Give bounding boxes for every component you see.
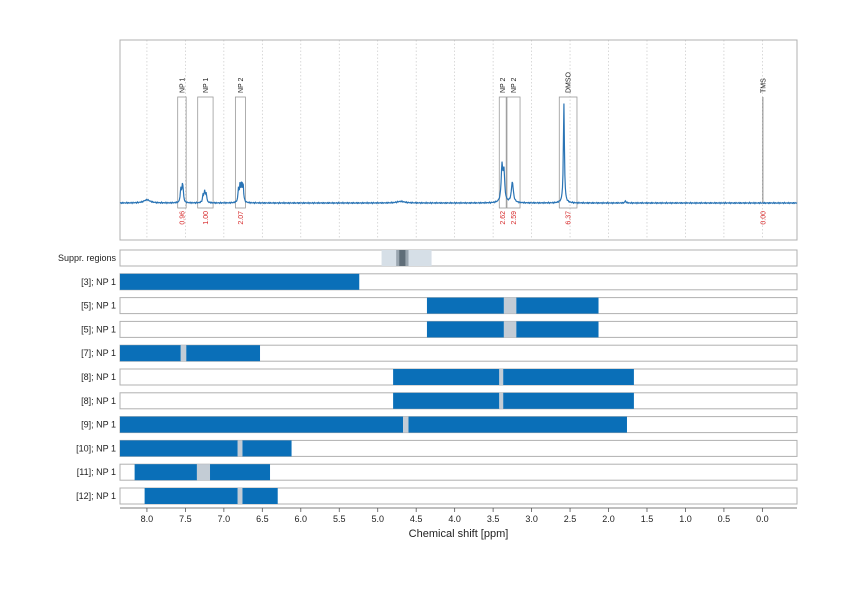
- x-tick-label: 6.0: [295, 514, 308, 524]
- interval-bar: [503, 369, 634, 385]
- interval-row-label: [5]; NP 1: [81, 301, 116, 311]
- grid-layer: [146, 40, 763, 240]
- peak-group-label: DMSO: [566, 71, 573, 93]
- peak-group-box: [177, 96, 187, 209]
- interval-bar: [426, 321, 504, 338]
- x-tick-label: 3.0: [525, 514, 538, 524]
- x-tick-label: 0.0: [756, 514, 769, 524]
- peak-group-label: NP 2: [511, 77, 518, 93]
- x-axis-title: Chemical shift [ppm]: [409, 528, 509, 540]
- peak-group-box: [558, 96, 578, 209]
- interval-row-label: [8]; NP 1: [81, 396, 116, 406]
- interval-gap: [403, 416, 409, 433]
- x-axis: 8.0 7.5 7.0 6.5 6.0 5.5 5.0 4.5 4.0 3.5 3.0 2.5 2.0 1…: [120, 507, 797, 540]
- peak-group-box: [234, 96, 246, 209]
- peak-group-label: TMS: [760, 78, 767, 93]
- interval-bar: [186, 345, 261, 362]
- interval-rows-layer: Suppr. regions [3]; NP 1 [5]; NP 1 [5]; NP …: [58, 249, 798, 505]
- x-tick-label: 1.5: [641, 514, 654, 524]
- interval-bar: [426, 297, 504, 314]
- x-tick-label: 0.5: [718, 514, 731, 524]
- spectrum-layer: [119, 103, 798, 205]
- interval-gap: [499, 369, 504, 385]
- peak-group-label: NP 1: [179, 77, 186, 93]
- integral-label: 2.62: [500, 211, 507, 225]
- integral-label: 1.00: [203, 211, 210, 225]
- interval-gap: [180, 345, 187, 362]
- x-tick-label: 2.0: [602, 514, 615, 524]
- peak-group-box: [197, 96, 214, 209]
- interval-bar: [144, 488, 238, 504]
- interval-row-label: [5]; NP 1: [81, 324, 116, 334]
- interval-gap: [237, 488, 243, 504]
- interval-row-label: [8]; NP 1: [81, 372, 116, 382]
- integral-label: 2.07: [238, 211, 245, 225]
- interval-gap: [503, 297, 517, 314]
- interval-bar: [516, 321, 599, 338]
- x-tick-label: 4.5: [410, 514, 423, 524]
- interval-row-label: [7]; NP 1: [81, 348, 116, 358]
- peak-group-label: NP 1: [203, 77, 210, 93]
- x-tick-label: 6.5: [256, 514, 269, 524]
- interval-row-label: [10]; NP 1: [76, 443, 116, 453]
- interval-bar: [242, 488, 278, 504]
- interval-bar: [134, 464, 197, 481]
- interval-row-label: [12]; NP 1: [76, 491, 116, 501]
- interval-gap: [499, 392, 504, 409]
- interval-gap: [237, 440, 243, 457]
- suppressed-row-label: Suppr. regions: [58, 253, 117, 263]
- interval-row-label: [9]; NP 1: [81, 420, 116, 430]
- interval-gap: [503, 321, 517, 338]
- interval-bar: [120, 416, 404, 433]
- x-tick-label: 7.5: [179, 514, 192, 524]
- integral-label: 0.00: [760, 211, 767, 225]
- interval-gap: [196, 464, 211, 481]
- x-tick-label: 8.0: [141, 514, 154, 524]
- spectrum-frame: [119, 39, 798, 241]
- x-tick-label: 7.0: [218, 514, 231, 524]
- interval-bar: [210, 464, 271, 481]
- peak-group-box: [498, 96, 507, 209]
- interval-bar: [393, 369, 500, 385]
- integral-label: 0.96: [179, 211, 186, 225]
- x-tick-label: 2.5: [564, 514, 577, 524]
- interval-bar: [120, 273, 360, 290]
- integral-label: 6.37: [566, 211, 573, 225]
- spectrum-panel: [119, 39, 798, 241]
- peak-group-label: NP 2: [500, 77, 507, 93]
- integral-label: 2.59: [511, 211, 518, 225]
- x-tick-label: 5.0: [371, 514, 384, 524]
- interval-bar: [120, 440, 238, 457]
- interval-bar: [242, 440, 292, 457]
- interval-bar: [393, 392, 500, 409]
- suppressed-row-frame: [119, 249, 798, 267]
- suppressed-inner: [399, 250, 406, 266]
- x-tick-label: 4.0: [448, 514, 461, 524]
- spectrum-line: [119, 103, 798, 205]
- interval-bar: [120, 345, 181, 362]
- interval-bar: [408, 416, 627, 433]
- interval-bar: [516, 297, 599, 314]
- interval-row-frame: [119, 463, 798, 481]
- peak-group-box: [506, 96, 521, 209]
- peak-group-layer: NP 1 0.96 NP 1 1.00 NP 2 2.07 NP 2 2.62 NP 2 2.59…: [177, 71, 767, 225]
- x-tick-label: 3.5: [487, 514, 500, 524]
- peak-group-label: NP 2: [238, 77, 245, 93]
- interval-row-label: [3]; NP 1: [81, 277, 116, 287]
- x-tick-label: 5.5: [333, 514, 346, 524]
- x-tick-label: 1.0: [679, 514, 692, 524]
- interval-bar: [503, 392, 634, 409]
- interval-row-frame: [119, 487, 798, 505]
- interval-row-label: [11]; NP 1: [77, 467, 116, 477]
